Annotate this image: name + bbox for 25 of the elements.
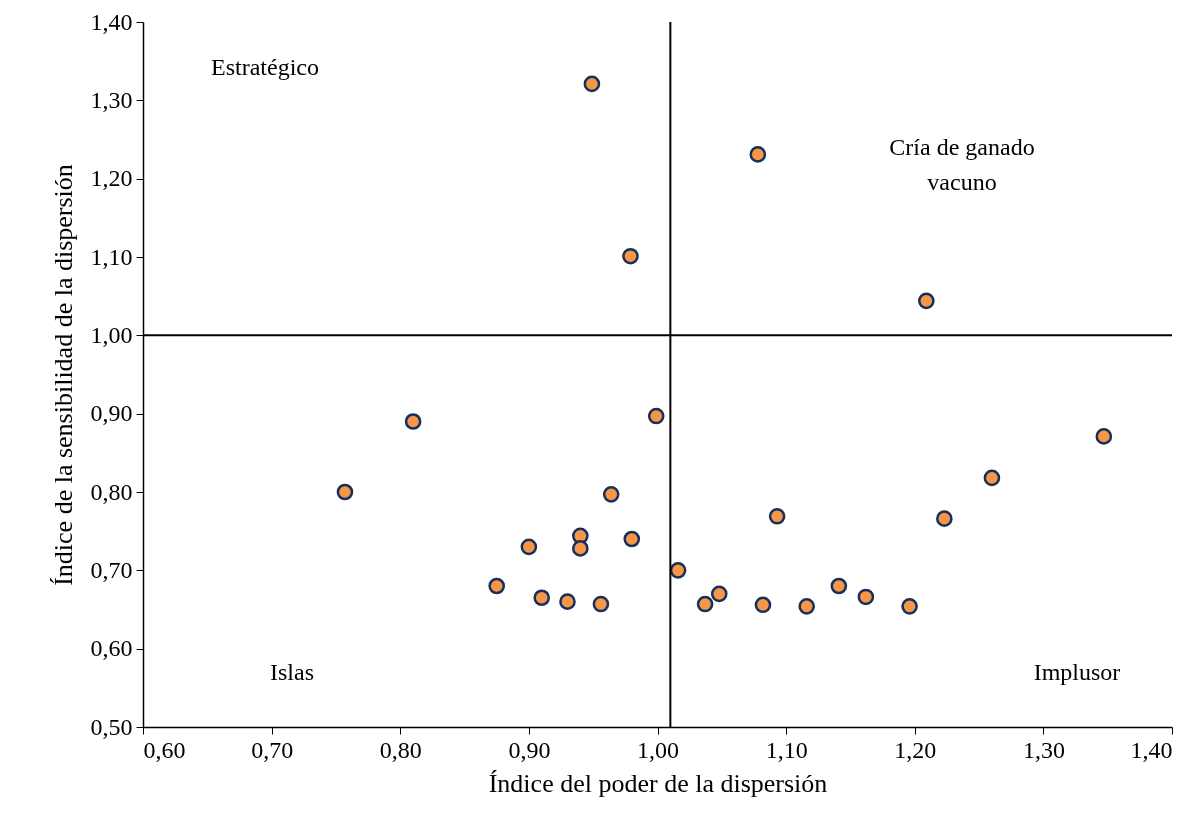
x-tick-label: 1,10 [765, 736, 808, 763]
y-tick-label: 0,70 [90, 556, 133, 583]
y-tick-label: 1,10 [90, 243, 133, 270]
x-tick-label: 1,20 [894, 736, 937, 763]
x-axis-title: Índice del poder de la dispersión [488, 768, 828, 798]
annotation: Cría de ganado vacuno [889, 134, 1035, 195]
y-tick-label: 0,80 [90, 478, 133, 505]
y-axis-title: Índice de la sensibilidad de la dispersión [48, 164, 78, 586]
y-tick-label: 1,00 [90, 321, 133, 348]
y-tick-label: 0,90 [90, 400, 133, 427]
x-tick-label: 1,30 [1022, 736, 1065, 763]
x-tick-label: 0,70 [251, 736, 294, 763]
y-tick-label: 1,20 [90, 165, 133, 192]
annotation: Estratégico [211, 54, 319, 80]
annotation: Implusor [1033, 659, 1121, 685]
x-tick-label: 1,40 [1130, 736, 1173, 763]
y-tick-label: 1,30 [90, 86, 133, 113]
x-tick-label: 0,60 [143, 736, 186, 763]
annotation: Islas [270, 659, 314, 685]
y-tick-label: 0,60 [90, 635, 133, 662]
x-tick-label: 0,80 [379, 736, 422, 763]
y-tick-label: 1,40 [90, 8, 133, 35]
x-tick-label: 0,90 [508, 736, 551, 763]
x-tick-label: 1,00 [637, 736, 679, 763]
y-tick-label: 0,50 [90, 713, 133, 740]
